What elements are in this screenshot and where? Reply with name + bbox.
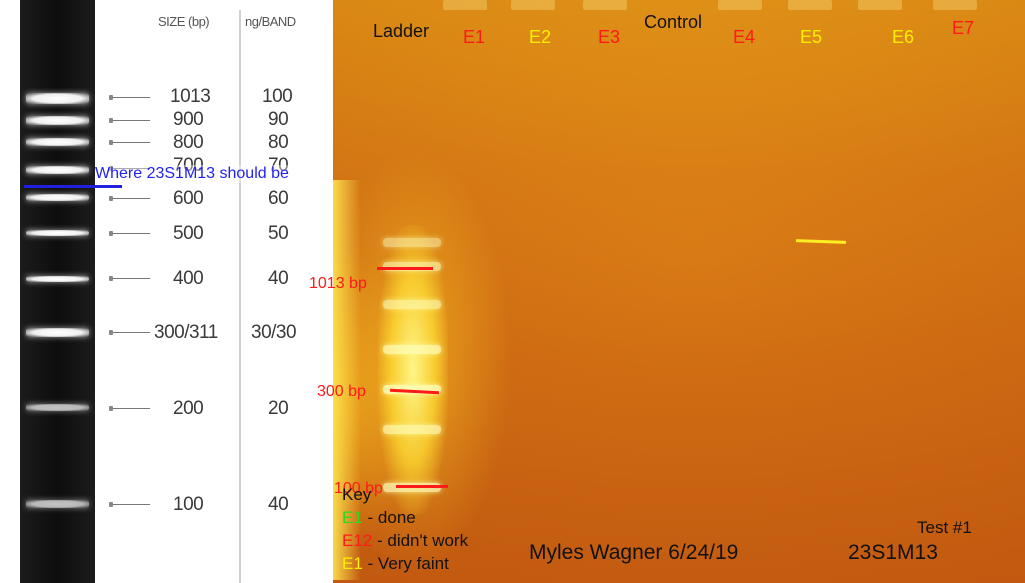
gel-ladder-band [383,345,441,354]
lane-label-e7: E7 [952,18,975,38]
ladder-ng-label: 40 [268,494,289,515]
ladder-band [26,404,89,411]
ladder-tick [109,406,150,411]
lane-label-e2: E2 [529,27,552,47]
ladder-ng-label: 20 [268,398,289,419]
ladder-size-label: 200 [173,398,204,419]
ladder-tick [109,231,150,236]
lane-label-e3: E3 [598,27,621,47]
bp-marker-100 [396,485,448,488]
gel-ladder-band [383,262,441,271]
ladder-band [26,500,89,508]
key-code: E1 [342,554,363,573]
bp-label-100: 100 bp [334,480,383,497]
ladder-ng-label: 80 [268,132,289,153]
ladder-tick [109,95,150,100]
ladder-gel-strip [20,0,95,583]
ladder-ng-label: 40 [268,268,289,289]
ladder-ng-label: 90 [268,109,289,130]
lane-label-e4: E4 [733,27,756,47]
gel-ladder-band [383,425,441,434]
ladder-size-label: 800 [173,132,204,153]
ladder-tick [109,166,150,171]
key-code: E1 [342,508,363,527]
sample-name: 23S1M13 [848,541,938,564]
ladder-size-label: 900 [173,109,204,130]
lane-label-ladder: Ladder [373,21,430,41]
ladder-size-label: 600 [173,188,204,209]
ladder-band [26,166,89,174]
ladder-band [26,194,89,201]
test-label: Test #1 [917,518,972,537]
ladder-tick [109,196,150,201]
ladder-lane-smear [378,225,448,515]
ladder-tick [109,276,150,281]
key-item-done: E1 - done [342,508,416,528]
ladder-size-label: 300/311 [154,322,218,343]
bp-label-300: 300 bp [317,383,366,400]
ladder-size-label: 700 [173,155,204,176]
ladder-ng-label: 100 [262,86,293,107]
ladder-size-label: 100 [173,494,204,515]
ladder-tick [109,502,150,507]
gel-well [788,0,832,10]
key-text: - done [367,508,416,527]
size-column-header: SIZE (bp) [158,14,210,29]
column-divider [239,10,241,583]
ladder-tick [109,140,150,145]
gel-ladder-band [383,300,441,309]
lane-label-control: Control [644,12,703,32]
lane-label-e6: E6 [892,27,915,47]
key-text: - didn't work [376,531,469,550]
reference-ladder-panel: SIZE (bp) ng/BAND 1013 900 800 700 600 5… [0,0,333,583]
ladder-size-label: 400 [173,268,204,289]
ladder-ng-label: 30/30 [251,322,297,343]
gel-well [933,0,977,10]
gel-well [511,0,555,10]
ladder-size-label: 1013 [170,86,211,107]
lane-label-e5: E5 [800,27,823,47]
gel-well [443,0,487,10]
key-code: E12 [342,531,373,550]
key-title: Key [342,485,372,504]
expected-position-annotation: Where 23S1M13 should be [95,165,289,183]
key-item-faint: E1 - Very faint [342,554,449,574]
ladder-band [26,138,89,146]
gel-well [583,0,627,10]
gel-well [858,0,902,10]
ladder-band [26,116,89,125]
ladder-band [26,276,89,282]
ladder-ng-label: 50 [268,223,289,244]
expected-position-line [24,185,122,188]
ladder-band [26,93,89,104]
ladder-size-label: 500 [173,223,204,244]
ladder-band [26,230,89,236]
ladder-ng-label: 70 [268,155,289,176]
ng-column-header: ng/BAND [245,14,296,29]
ladder-tick [109,330,150,335]
gel-photo [333,0,1025,583]
gel-ladder-band [383,238,441,247]
ladder-tick [109,118,150,123]
lane-label-e1: E1 [463,27,486,47]
key-item-failed: E12 - didn't work [342,531,468,551]
author-date: Myles Wagner 6/24/19 [529,541,739,564]
ladder-ng-label: 60 [268,188,289,209]
gel-well [718,0,762,10]
ladder-band [26,328,89,337]
bp-label-1013: 1013 bp [309,275,367,292]
bp-marker-1013 [377,267,433,270]
gel-edge-glow [333,180,361,580]
key-text: - Very faint [367,554,449,573]
